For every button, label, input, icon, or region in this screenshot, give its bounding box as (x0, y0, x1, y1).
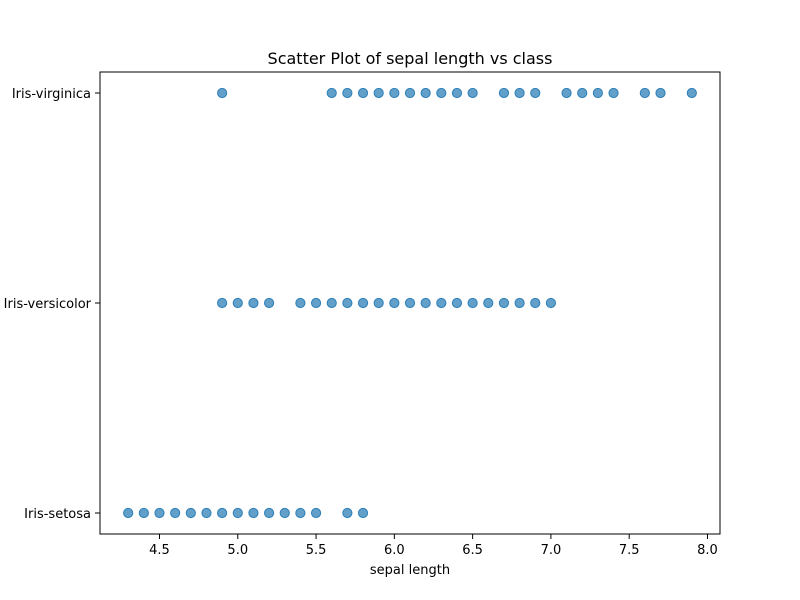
data-point (217, 87, 228, 99)
data-point (655, 87, 666, 99)
data-point (310, 507, 322, 519)
y-tick-label: Iris-setosa (24, 507, 91, 522)
x-tick-label: 5.5 (306, 543, 327, 558)
data-point (123, 507, 134, 519)
data-point (545, 297, 557, 309)
data-point (232, 297, 243, 309)
data-point (295, 297, 306, 309)
data-point (404, 87, 416, 99)
data-point (373, 87, 384, 99)
data-point (201, 507, 212, 519)
data-point (326, 297, 337, 309)
data-point (686, 87, 697, 99)
data-point (389, 297, 400, 309)
x-tick-label: 4.5 (149, 543, 170, 558)
data-point (342, 87, 353, 99)
y-axis: Iris-setosa Iris-versicolor Iris-virginica (4, 87, 100, 522)
y-tick-label: Iris-virginica (12, 87, 91, 102)
data-point (357, 87, 369, 99)
data-point (498, 87, 510, 99)
data-point (514, 87, 525, 99)
data-point (373, 297, 384, 309)
data-point (467, 87, 478, 99)
data-point (389, 87, 400, 99)
data-point (483, 297, 494, 309)
data-point (170, 507, 181, 519)
data-point (467, 297, 478, 309)
data-point (451, 297, 463, 309)
data-point (608, 87, 619, 99)
data-point (326, 87, 337, 99)
data-point (561, 87, 572, 99)
data-point (436, 87, 447, 99)
data-point (263, 297, 275, 309)
data-point (342, 507, 353, 519)
data-point (436, 297, 447, 309)
x-tick-label: 6.5 (462, 543, 483, 558)
x-axis: 4.5 5.0 5.5 6.0 6.5 7.0 7.5 8.0 (149, 534, 718, 558)
data-point (639, 87, 650, 99)
data-point (530, 297, 541, 309)
data-point (295, 507, 306, 519)
data-point (138, 507, 149, 519)
data-point (310, 297, 322, 309)
data-point (514, 297, 525, 309)
data-point (420, 297, 431, 309)
data-point (357, 507, 369, 519)
data-point (420, 87, 431, 99)
data-point (185, 507, 196, 519)
data-point (263, 507, 275, 519)
data-point (342, 297, 353, 309)
data-point (154, 507, 165, 519)
data-point (498, 297, 510, 309)
data-point (217, 297, 228, 309)
data-point (592, 87, 603, 99)
data-point (404, 297, 416, 309)
x-tick-label: 8.0 (697, 543, 718, 558)
x-tick-label: 7.0 (541, 543, 562, 558)
plot-frame (99, 71, 721, 535)
y-tick-label: Iris-versicolor (4, 297, 92, 312)
data-point (217, 507, 228, 519)
data-point (232, 507, 243, 519)
data-point (530, 87, 541, 99)
data-point (451, 87, 463, 99)
data-point (577, 87, 588, 99)
chart-title: Scatter Plot of sepal length vs class (268, 49, 553, 68)
data-point (357, 297, 369, 309)
x-axis-label: sepal length (370, 563, 450, 578)
data-point (248, 507, 259, 519)
x-tick-label: 6.0 (384, 543, 405, 558)
x-tick-label: 5.0 (227, 543, 248, 558)
x-tick-label: 7.5 (619, 543, 640, 558)
points-layer (123, 87, 697, 519)
data-point (279, 507, 290, 519)
data-point (248, 297, 259, 309)
